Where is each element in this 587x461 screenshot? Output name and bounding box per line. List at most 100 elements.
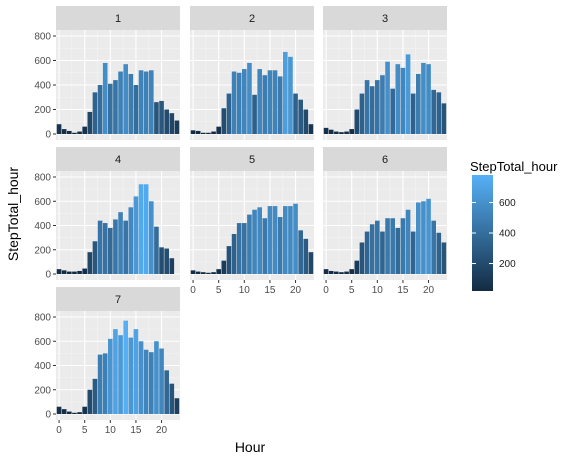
bar xyxy=(174,398,180,414)
bar xyxy=(143,71,149,134)
bar xyxy=(61,270,67,274)
legend-tick-label: 600 xyxy=(499,198,516,209)
bar xyxy=(303,109,309,134)
bar xyxy=(97,85,103,134)
bar xyxy=(431,89,436,134)
bar xyxy=(262,75,268,134)
bar xyxy=(169,383,175,414)
bar xyxy=(390,218,395,274)
y-tick-label: 0 xyxy=(45,410,51,421)
x-tick-label: 0 xyxy=(190,285,196,296)
bar xyxy=(231,71,237,134)
bar xyxy=(236,72,242,134)
bar xyxy=(143,349,149,414)
bar xyxy=(323,269,329,274)
bar xyxy=(349,129,354,134)
bar xyxy=(159,100,164,134)
y-tick-label: 800 xyxy=(34,313,51,324)
facet-panel-5: 5 0 5 10 15 20 xyxy=(190,147,314,296)
x-axis-title: Hour xyxy=(235,439,266,455)
bar xyxy=(303,238,309,274)
bar xyxy=(410,231,416,274)
bar xyxy=(164,370,169,414)
bar xyxy=(277,217,283,274)
bar xyxy=(221,260,227,274)
bar xyxy=(441,242,447,274)
x-tick-label: 20 xyxy=(290,285,302,296)
bar xyxy=(385,61,390,134)
facet-strip xyxy=(56,6,180,30)
y-tick-label: 600 xyxy=(34,56,51,67)
bar xyxy=(102,223,108,274)
bar xyxy=(339,272,344,274)
bar xyxy=(67,411,72,414)
bar xyxy=(133,196,139,274)
facet-panel-1: 1 0 200 400 600 800 xyxy=(34,6,180,141)
bar xyxy=(323,127,329,134)
bar xyxy=(328,270,334,274)
x-tick-label: 5 xyxy=(349,285,355,296)
bar xyxy=(154,226,159,274)
bar xyxy=(56,269,62,274)
bar xyxy=(236,223,242,274)
bar xyxy=(344,271,349,274)
y-axis-title: StepTotal_hour xyxy=(5,167,21,262)
y-tick-label: 800 xyxy=(34,32,51,43)
bar xyxy=(380,75,385,134)
bar xyxy=(87,252,93,274)
bar xyxy=(97,354,103,414)
bar xyxy=(359,93,365,134)
bar xyxy=(242,69,247,134)
x-tick-label: 10 xyxy=(105,425,117,436)
bar xyxy=(113,80,118,134)
bar xyxy=(354,109,360,134)
x-tick-label: 5 xyxy=(216,285,222,296)
bar xyxy=(369,224,375,274)
bar xyxy=(247,214,252,274)
bar xyxy=(164,109,169,134)
facet-panel-7: 7 0 200 400 600 800 0 5 10 15 20 xyxy=(34,287,180,436)
bar xyxy=(400,218,406,274)
bar xyxy=(128,337,134,414)
bar xyxy=(138,70,144,134)
bar xyxy=(298,99,303,134)
x-tick-label: 15 xyxy=(397,285,409,296)
bar xyxy=(216,126,221,134)
y-tick-label: 600 xyxy=(34,197,51,208)
x-tick-label: 5 xyxy=(82,425,88,436)
bar xyxy=(283,51,288,134)
bar xyxy=(252,94,257,134)
bar xyxy=(67,271,72,274)
bar xyxy=(87,111,93,134)
facet-strip xyxy=(56,287,180,311)
bar xyxy=(118,335,123,414)
bar xyxy=(283,206,288,274)
bar xyxy=(201,132,206,134)
bar xyxy=(421,62,426,135)
x-tick-label: 0 xyxy=(323,285,329,296)
bar xyxy=(441,103,447,134)
facet-strip-label: 2 xyxy=(249,13,255,25)
x-tick-label: 0 xyxy=(56,425,62,436)
bar xyxy=(277,76,283,134)
bar xyxy=(364,231,370,274)
bar xyxy=(247,62,252,135)
bar xyxy=(159,247,164,274)
x-tick-label: 15 xyxy=(130,425,142,436)
bar xyxy=(257,207,262,274)
bar xyxy=(92,378,98,414)
bar xyxy=(436,92,442,134)
bar xyxy=(123,220,128,274)
bar xyxy=(201,272,206,274)
y-tick-label: 400 xyxy=(34,81,51,92)
bar xyxy=(431,220,436,274)
x-tick-label: 10 xyxy=(239,285,251,296)
bar xyxy=(72,271,77,274)
x-tick-label: 20 xyxy=(156,425,168,436)
legend-colorbar xyxy=(472,175,493,291)
facet-strip xyxy=(323,147,447,171)
bar xyxy=(92,92,98,134)
y-tick-label: 400 xyxy=(34,221,51,232)
bar xyxy=(369,86,375,134)
